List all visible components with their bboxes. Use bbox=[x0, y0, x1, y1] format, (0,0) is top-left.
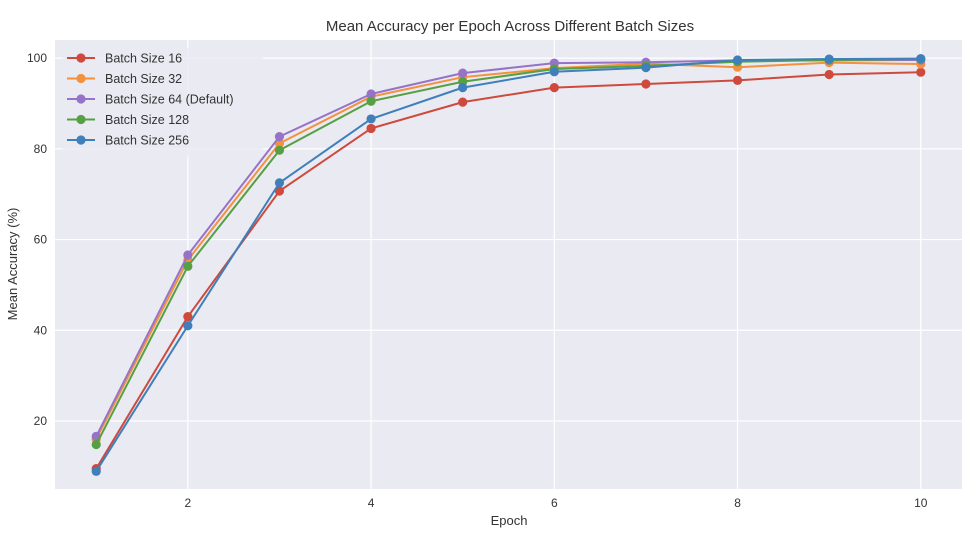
legend-item: Batch Size 64 (Default) bbox=[67, 93, 234, 107]
data-point bbox=[91, 466, 101, 476]
data-point bbox=[366, 89, 376, 99]
data-point bbox=[183, 250, 193, 260]
data-point bbox=[91, 439, 101, 450]
data-point bbox=[732, 75, 743, 85]
y-tick-label: 100 bbox=[27, 51, 47, 65]
legend-item: Batch Size 32 bbox=[67, 72, 182, 86]
data-point bbox=[274, 178, 285, 188]
legend-swatch-marker bbox=[76, 94, 86, 104]
legend-swatch-marker bbox=[76, 114, 86, 125]
x-tick-label: 10 bbox=[914, 496, 928, 510]
data-point bbox=[458, 83, 468, 93]
legend-label: Batch Size 128 bbox=[105, 113, 189, 127]
x-tick-label: 8 bbox=[734, 496, 741, 510]
data-point bbox=[274, 132, 285, 142]
data-point bbox=[458, 97, 468, 107]
series bbox=[91, 53, 926, 476]
legend-frame bbox=[63, 48, 263, 157]
legend: Batch Size 16 Batch Size 32 Batch Size 64 … bbox=[63, 48, 263, 157]
data-point bbox=[732, 55, 743, 65]
y-tick-label: 40 bbox=[34, 323, 48, 337]
legend-label: Batch Size 256 bbox=[105, 134, 189, 148]
y-axis-label: Mean Accuracy (%) bbox=[5, 208, 20, 321]
x-tick-label: 4 bbox=[368, 496, 375, 510]
legend-label: Batch Size 32 bbox=[105, 72, 182, 86]
data-point bbox=[458, 68, 468, 78]
legend-item: Batch Size 16 bbox=[67, 52, 182, 66]
series-line bbox=[95, 58, 921, 446]
data-point bbox=[274, 186, 285, 196]
data-point bbox=[366, 123, 376, 134]
series-line bbox=[95, 57, 921, 472]
y-tick-label: 80 bbox=[34, 142, 48, 156]
tick-labels: 2 4 6 8 10 20 40 60 80 100 bbox=[27, 51, 928, 510]
data-point bbox=[641, 79, 651, 89]
data-point bbox=[183, 261, 193, 271]
legend-label: Batch Size 64 (Default) bbox=[105, 93, 234, 107]
data-point bbox=[549, 67, 559, 77]
x-tick-label: 2 bbox=[184, 496, 191, 510]
x-axis-label: Epoch bbox=[491, 513, 528, 528]
data-point bbox=[824, 69, 834, 80]
y-tick-label: 20 bbox=[34, 414, 48, 428]
data-point bbox=[641, 63, 651, 73]
legend-item: Batch Size 256 bbox=[67, 134, 189, 148]
data-point bbox=[183, 312, 193, 322]
data-point bbox=[549, 83, 559, 93]
data-point bbox=[366, 114, 376, 124]
legend-swatch-marker bbox=[76, 135, 86, 145]
data-point bbox=[824, 54, 834, 64]
y-tick-label: 60 bbox=[34, 233, 48, 247]
x-tick-label: 6 bbox=[551, 496, 558, 510]
data-point bbox=[366, 96, 376, 106]
series-line bbox=[95, 61, 921, 440]
chart-title: Mean Accuracy per Epoch Across Different… bbox=[326, 18, 694, 35]
data-point bbox=[183, 321, 193, 331]
series-layer bbox=[91, 53, 926, 476]
data-point bbox=[916, 67, 926, 77]
legend-swatch-marker bbox=[76, 73, 86, 84]
data-point bbox=[916, 53, 926, 64]
legend-swatch-marker bbox=[76, 53, 86, 63]
data-point bbox=[274, 145, 285, 155]
legend-label: Batch Size 16 bbox=[105, 52, 182, 66]
legend-item: Batch Size 128 bbox=[67, 113, 189, 127]
